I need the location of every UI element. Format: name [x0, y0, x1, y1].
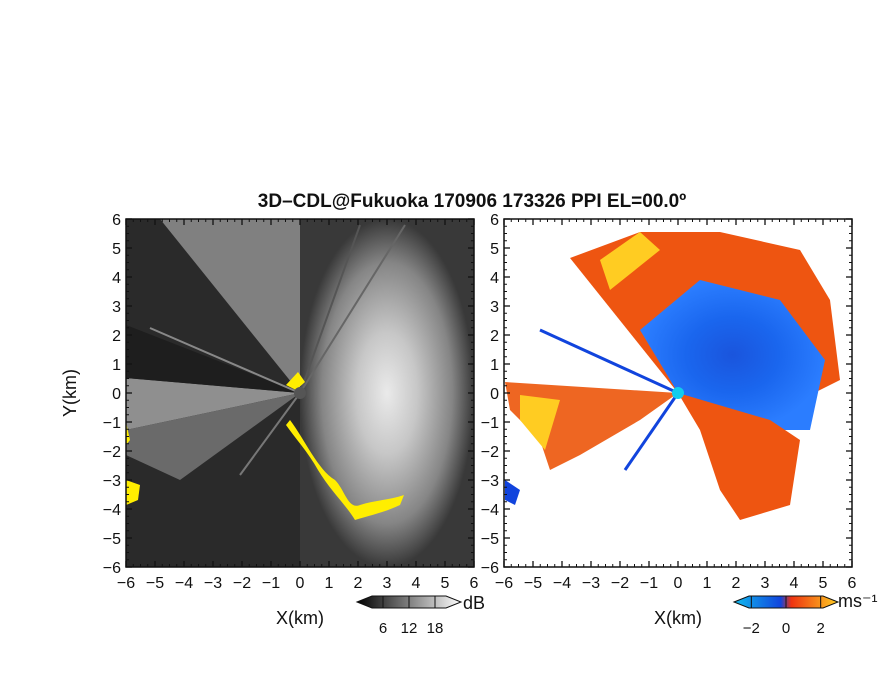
x-tick-label: 6 [848, 575, 857, 592]
y-tick-label: 0 [490, 386, 499, 403]
reflectivity-north-sector [160, 219, 300, 393]
velocity-field [505, 232, 840, 520]
x-tick-label: 5 [441, 575, 450, 592]
reflectivity-ray [299, 224, 361, 394]
colorbar-tick-label: 18 [427, 620, 444, 637]
reflectivity-ray [239, 392, 301, 476]
velocity-axis-ticks: −6 −5 −4 −3 −2 −1 0 1 2 3 4 5 6 6 5 4 3 2 1 0 −1 −2 −3 −4 −5 −6 [481, 212, 857, 592]
x-tick-label: 2 [732, 575, 741, 592]
velocity-south-sector [678, 393, 800, 520]
velocity-colorbar: −2 0 2 ms⁻¹ [732, 591, 878, 637]
x-tick-label: −4 [175, 575, 193, 592]
x-tick-label: 0 [296, 575, 305, 592]
reflectivity-colorbar-unit: dB [463, 593, 485, 613]
y-tick-label: 5 [112, 241, 121, 258]
x-tick-label: 3 [383, 575, 392, 592]
chart-title: 3D–CDL@Fukuoka 170906 173326 PPI EL=00.0… [258, 191, 686, 212]
colorbar-tick-label: 6 [379, 620, 387, 637]
reflectivity-highlight [286, 372, 305, 390]
reflectivity-field [126, 219, 474, 567]
x-tick-label: −2 [611, 575, 629, 592]
colorbar-tick-label: −2 [743, 620, 760, 637]
y-tick-label: 1 [490, 357, 499, 374]
y-tick-label: −1 [103, 415, 121, 432]
velocity-blue-sector [640, 280, 825, 430]
radar-site-marker [294, 387, 306, 399]
reflectivity-x-axis-label: X(km) [276, 608, 324, 628]
velocity-colorbar-ticks: −2 0 2 [743, 596, 825, 637]
velocity-ray [623, 392, 680, 471]
x-tick-label: −5 [146, 575, 164, 592]
x-tick-label: 0 [674, 575, 683, 592]
reflectivity-ray [299, 224, 406, 394]
x-tick-label: −5 [524, 575, 542, 592]
x-tick-label: −6 [495, 575, 513, 592]
velocity-colorbar-unit: ms⁻¹ [838, 591, 878, 611]
x-tick-label: −4 [553, 575, 571, 592]
y-tick-label: −4 [481, 502, 499, 519]
velocity-edge [600, 232, 660, 290]
velocity-edge [520, 395, 560, 450]
x-tick-label: 5 [819, 575, 828, 592]
x-tick-label: −2 [233, 575, 251, 592]
y-tick-label: 2 [112, 328, 121, 345]
reflectivity-west-beam [126, 378, 300, 430]
x-tick-label: 2 [354, 575, 363, 592]
velocity-x-axis-label: X(km) [654, 608, 702, 628]
velocity-edge [505, 480, 520, 505]
reflectivity-southwest-beam [126, 393, 300, 480]
y-tick-label: −3 [103, 473, 121, 490]
radar-site-marker [672, 387, 684, 399]
reflectivity-highlight [286, 420, 404, 520]
x-tick-label: 3 [761, 575, 770, 592]
reflectivity-axis-ticks: −6 −5 −4 −3 −2 −1 0 1 2 3 4 5 6 6 5 4 3 2 1 0 −1 −2 −3 −4 −5 −6 [103, 212, 479, 592]
reflectivity-y-axis-label: Y(km) [60, 369, 80, 417]
x-tick-label: −3 [582, 575, 600, 592]
reflectivity-highlight [126, 422, 130, 445]
x-tick-label: 6 [470, 575, 479, 592]
x-tick-label: −1 [262, 575, 280, 592]
panel-reflectivity: −6 −5 −4 −3 −2 −1 0 1 2 3 4 5 6 6 5 4 3 2 1 0 −1 −2 −3 −4 −5 −6 X… [60, 212, 479, 628]
y-tick-label: 3 [490, 299, 499, 316]
y-tick-label: 4 [112, 270, 121, 287]
y-tick-label: −2 [103, 444, 121, 461]
reflectivity-colorbar: 6 12 18 dB [355, 593, 485, 637]
y-tick-label: −6 [481, 560, 499, 577]
colorbar-tick-label: 0 [782, 620, 790, 637]
x-tick-label: 1 [325, 575, 334, 592]
y-tick-label: −4 [103, 502, 121, 519]
panel-doppler-velocity: −6 −5 −4 −3 −2 −1 0 1 2 3 4 5 6 6 5 4 3 2 1 0 −1 −2 −3 −4 −5 −6 X… [481, 212, 857, 628]
y-tick-label: 6 [490, 212, 499, 229]
reflectivity-ray [149, 327, 301, 394]
x-tick-label: 4 [790, 575, 799, 592]
reflectivity-colorbar-ticks: 6 12 18 [379, 596, 444, 637]
y-tick-label: 6 [112, 212, 121, 229]
y-tick-label: −3 [481, 473, 499, 490]
y-tick-label: −2 [481, 444, 499, 461]
y-tick-label: 3 [112, 299, 121, 316]
y-tick-label: 1 [112, 357, 121, 374]
reflectivity-shadow-sector [126, 325, 300, 393]
y-tick-label: −6 [103, 560, 121, 577]
x-tick-label: −3 [204, 575, 222, 592]
colorbar-tick-label: 12 [401, 620, 418, 637]
x-tick-label: −6 [117, 575, 135, 592]
y-tick-label: −5 [103, 531, 121, 548]
reflectivity-east-sector [300, 219, 474, 567]
x-tick-label: −1 [640, 575, 658, 592]
y-tick-label: 5 [490, 241, 499, 258]
y-tick-label: 0 [112, 386, 121, 403]
x-tick-label: 1 [703, 575, 712, 592]
y-tick-label: 2 [490, 328, 499, 345]
reflectivity-highlight [126, 480, 140, 505]
colorbar-tick-label: 2 [816, 620, 824, 637]
y-tick-label: −5 [481, 531, 499, 548]
velocity-ray [539, 328, 679, 395]
y-tick-label: 4 [490, 270, 499, 287]
x-tick-label: 4 [412, 575, 421, 592]
y-tick-label: −1 [481, 415, 499, 432]
